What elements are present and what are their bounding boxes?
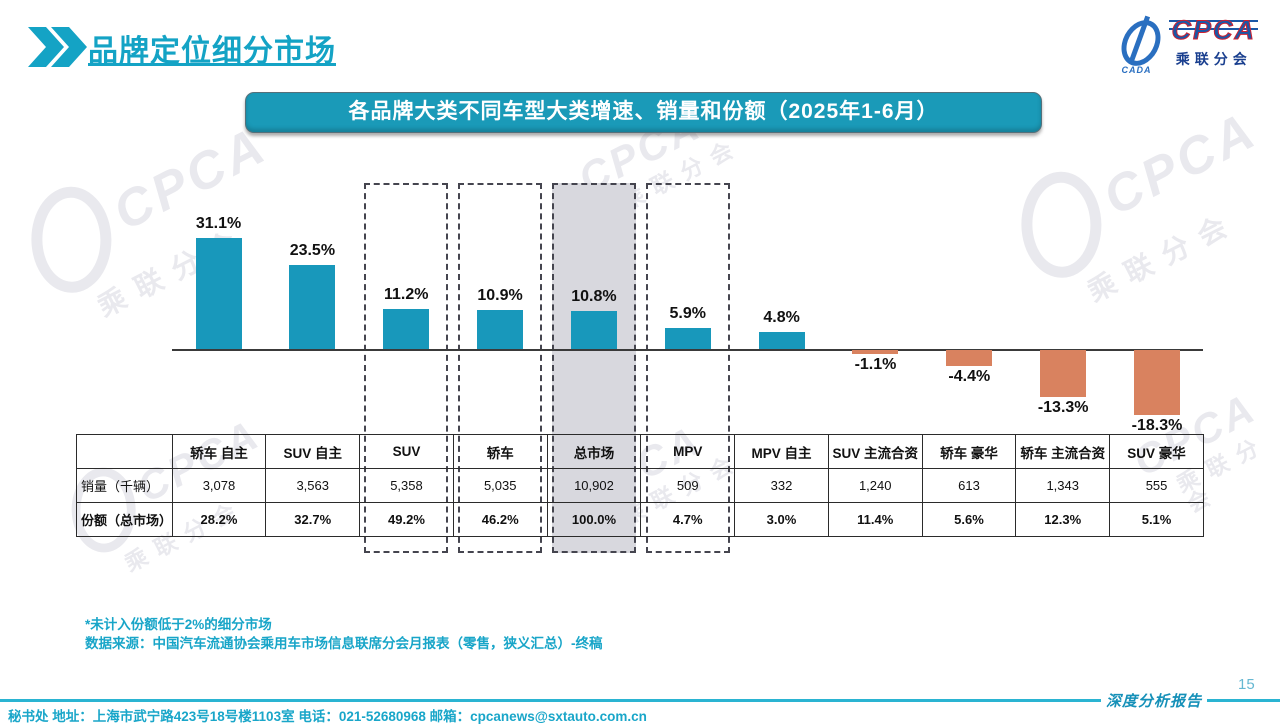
sales_thousand-MPV: 509	[640, 468, 736, 503]
table-header-总市场: 总市场	[546, 434, 642, 469]
footer-divider	[0, 699, 1280, 702]
table-header-MPV: MPV	[640, 434, 736, 469]
share_pct-总市场: 100.0%	[546, 502, 642, 537]
growth-bar-轿车 主流合资	[1040, 350, 1087, 398]
table-header-SUV: SUV	[359, 434, 454, 469]
table-header-轿车 主流合资: 轿车 主流合资	[1015, 434, 1111, 469]
report-type-label: 深度分析报告	[1101, 690, 1208, 711]
page-title: 品牌定位细分市场	[88, 35, 336, 68]
sales_thousand-轿车 豪华: 613	[921, 468, 1017, 503]
growth-bar-SUV 主流合资	[852, 350, 899, 354]
sales_thousand-轿车 主流合资: 1,343	[1015, 468, 1111, 503]
sales_thousand-轿车: 5,035	[452, 468, 548, 503]
growth-label-轿车 自主: 31.1%	[195, 215, 242, 233]
footnote-data-source: 数据来源：中国汽车流通协会乘用车市场信息联席分会月报表（零售，狭义汇总）-终稿	[85, 636, 603, 651]
growth-label-MPV: 5.9%	[669, 304, 706, 322]
table-header-轿车: 轿车	[452, 434, 548, 469]
page-number: 15	[1238, 676, 1255, 693]
highlight-box-MPV	[645, 183, 730, 553]
cpca-logo: CADA CPCA 乘联分会	[1114, 12, 1258, 75]
sales_thousand-MPV 自主: 332	[734, 468, 829, 503]
growth-label-SUV 自主: 23.5%	[289, 242, 336, 260]
table-corner-cell	[76, 434, 173, 469]
growth-label-SUV 豪华: -18.3%	[1131, 417, 1183, 435]
growth-bar-总市场	[570, 310, 617, 349]
sales_thousand-SUV 豪华: 555	[1109, 468, 1204, 503]
highlight-box-SUV	[364, 183, 449, 553]
growth-label-SUV 主流合资: -1.1%	[854, 355, 897, 373]
growth-label-SUV: 11.2%	[383, 286, 429, 304]
sales_thousand-SUV: 5,358	[359, 468, 454, 503]
table-header-MPV 自主: MPV 自主	[734, 434, 829, 469]
share_pct-SUV: 49.2%	[359, 502, 454, 537]
growth-bar-SUV 豪华	[1134, 350, 1181, 416]
growth-bar-轿车 自主	[195, 238, 242, 349]
table-header-轿车 自主: 轿车 自主	[171, 434, 267, 469]
table-row-share_pct: 份额（总市场） 28.2% 32.7% 49.2% 46.2% 100.0% 4.7% 3.0…	[76, 502, 1204, 537]
sales_thousand-总市场: 10,902	[546, 468, 642, 503]
growth-label-轿车 豪华: -4.4%	[948, 367, 991, 385]
table-header-SUV 自主: SUV 自主	[265, 434, 361, 469]
title-chevrons-icon	[28, 27, 87, 67]
share_pct-轿车 豪华: 5.6%	[921, 502, 1017, 537]
share_pct-轿车 主流合资: 12.3%	[1015, 502, 1111, 537]
footnotes: *未计入份额低于2%的细分市场 数据来源：中国汽车流通协会乘用车市场信息联席分会…	[85, 615, 603, 653]
growth-label-轿车: 10.9%	[477, 287, 523, 305]
growth-label-总市场: 10.8%	[571, 287, 617, 305]
logo-zh-text: 乘联分会	[1175, 51, 1252, 67]
x-axis-line	[172, 349, 1203, 351]
growth-bar-SUV 自主	[289, 265, 336, 349]
growth-label-轿车 主流合资: -13.3%	[1037, 399, 1089, 417]
share_pct-SUV 自主: 32.7%	[265, 502, 361, 537]
row-label: 份额（总市场）	[76, 502, 173, 537]
table-header-轿车 豪华: 轿车 豪华	[921, 434, 1017, 469]
table-row-sales_thousand: 销量（千辆） 3,078 3,563 5,358 5,035 10,902 509 332 1,…	[76, 468, 1204, 503]
growth-bar-MPV	[664, 327, 711, 349]
growth-label-MPV 自主: 4.8%	[763, 308, 800, 326]
table-header-SUV 豪华: SUV 豪华	[1109, 434, 1204, 469]
share_pct-SUV 主流合资: 11.4%	[827, 502, 923, 537]
share_pct-MPV 自主: 3.0%	[734, 502, 829, 537]
highlight-box-轿车	[458, 183, 543, 553]
footnote-share-threshold: *未计入份额低于2%的细分市场	[85, 617, 272, 632]
cpca-swoosh-icon: CADA	[1114, 12, 1169, 75]
sales_thousand-SUV 自主: 3,563	[265, 468, 361, 503]
table-header-SUV 主流合资: SUV 主流合资	[827, 434, 923, 469]
share_pct-轿车 自主: 28.2%	[171, 502, 267, 537]
row-label: 销量（千辆）	[76, 468, 173, 503]
sales_thousand-轿车 自主: 3,078	[171, 468, 267, 503]
sales_thousand-SUV 主流合资: 1,240	[827, 468, 923, 503]
growth-bar-SUV	[383, 309, 430, 349]
footer-contact: 秘书处 地址：上海市武宁路423号18号楼1103室 电话：021-526809…	[8, 709, 647, 724]
segment-data-table: 轿车 自主 SUV 自主 SUV 轿车 总市场 MPV MPV 自主 SUV 主流合资 轿车 豪…	[76, 434, 1204, 537]
share_pct-SUV 豪华: 5.1%	[1109, 502, 1204, 537]
growth-bar-轿车 豪华	[946, 350, 993, 366]
share_pct-轿车: 46.2%	[452, 502, 548, 537]
growth-bar-MPV 自主	[758, 331, 805, 349]
share_pct-MPV: 4.7%	[640, 502, 736, 537]
chart-title-banner: 各品牌大类不同车型大类增速、销量和份额（2025年1-6月）	[245, 92, 1042, 133]
logo-cpca-text: CPCA	[1171, 15, 1257, 45]
growth-bar-轿车	[477, 310, 524, 349]
